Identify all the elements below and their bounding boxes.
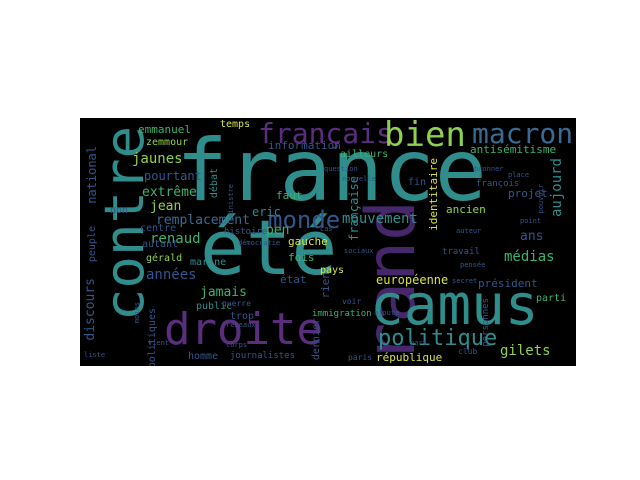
word-discours: discours [83, 278, 98, 341]
word-politiques: politiques [147, 308, 158, 366]
word-part: part [410, 339, 427, 347]
word-francaise: française [347, 176, 361, 242]
word-pays: pays [320, 265, 345, 276]
word-etat: état [280, 273, 307, 286]
word-jaunes: jaunes [132, 151, 183, 167]
word-dernier: dernier [311, 318, 322, 361]
word-zemmour: zemmour [146, 137, 189, 148]
word-ailleurs: ailleurs [340, 149, 389, 160]
word-jamais: jamais [200, 285, 247, 300]
word-droite: droite [164, 304, 323, 355]
word-francois: françois [476, 179, 520, 189]
word-marine: marine [190, 257, 227, 268]
word-politique: politique [378, 326, 498, 351]
word-travail: travail [442, 247, 480, 257]
word-auteur: auteur [456, 227, 482, 235]
word-public: public [196, 301, 233, 312]
word-jean: jean [150, 199, 182, 214]
word-bronner: bronner [474, 165, 504, 173]
word-president: président [478, 277, 538, 290]
word-emmanuel: emmanuel [138, 123, 191, 136]
word-question: question [324, 165, 358, 173]
word-homme: homme [188, 351, 219, 362]
word-temps: temps [220, 119, 251, 130]
word-projet: projet [508, 187, 548, 200]
word-autant: autant [142, 239, 179, 250]
word-debat: débat [209, 168, 220, 199]
word-camus: camus [370, 273, 539, 338]
word-trop: trop [230, 311, 255, 322]
word-cloud: france été grand contre camus droite fra… [80, 118, 576, 366]
word-liste: liste [84, 351, 106, 359]
word-fois: fois [288, 251, 315, 264]
word-identitaire: identitaire [427, 158, 440, 231]
word-personnes: personnes [481, 298, 491, 347]
word-ans: ans [520, 229, 544, 244]
word-place: place [508, 171, 530, 179]
word-peuple: peuple [87, 226, 98, 263]
word-gerald: gérald [146, 253, 183, 264]
word-secret: secret [452, 277, 478, 285]
word-republique: république [376, 351, 443, 364]
word-pourtant: pourtant [144, 169, 202, 183]
word-fin: fin [408, 177, 427, 188]
word-cas: cas [320, 225, 333, 233]
word-annees: années [146, 267, 197, 283]
word-antisemitisme: antisémitisme [470, 143, 557, 156]
word-guerre: guerre [222, 299, 251, 308]
word-ete: été [200, 203, 338, 292]
word-remplacement: remplacement [156, 213, 250, 228]
word-sociaux: sociaux [344, 247, 374, 255]
word-gilets: gilets [500, 343, 551, 359]
word-reseaux: réseaux [226, 321, 256, 329]
word-moins: moins [133, 302, 141, 324]
word-monde: monde [268, 206, 341, 234]
word-macron: macron [472, 118, 574, 150]
word-mouvement: mouvement [342, 211, 418, 227]
word-nouvelle: nouvelle [342, 175, 376, 183]
word-histoire: histoire [224, 227, 268, 237]
word-corps: corps [226, 341, 248, 349]
word-ancien: ancien [446, 203, 486, 216]
word-extreme: extrême [142, 185, 197, 200]
word-pensee: pensée [460, 261, 486, 269]
word-non: non [110, 205, 129, 216]
word-information: information [268, 139, 341, 152]
word-ministre: ministre [227, 184, 235, 218]
word-voir: voir [342, 297, 362, 306]
word-bien: bien [384, 118, 466, 155]
word-aujourd: aujourd [549, 158, 565, 218]
word-europeenne: européenne [376, 273, 449, 287]
word-national: national [85, 146, 99, 204]
word-pouvoir: pouvoir [537, 184, 545, 214]
word-vient: vient [148, 339, 170, 347]
word-pen: pen [266, 223, 290, 238]
word-immigration: immigration [312, 309, 372, 319]
word-medias: médias [504, 249, 555, 265]
word-eric: eric [252, 205, 281, 219]
word-gauche: gauche [288, 235, 328, 248]
word-club: club [458, 347, 478, 356]
word-parti: parti [536, 293, 567, 304]
word-democratie: démocratie [238, 239, 281, 247]
word-journalistes: journalistes [230, 351, 296, 361]
word-renaud: renaud [150, 231, 201, 247]
word-centre: centre [140, 223, 177, 234]
word-faut: faut [276, 189, 303, 202]
word-ajoute: ajoute [374, 309, 400, 317]
word-paris: paris [348, 353, 373, 362]
word-france: france [176, 121, 487, 221]
word-point: point [520, 217, 542, 225]
word-francais: français [258, 118, 393, 150]
